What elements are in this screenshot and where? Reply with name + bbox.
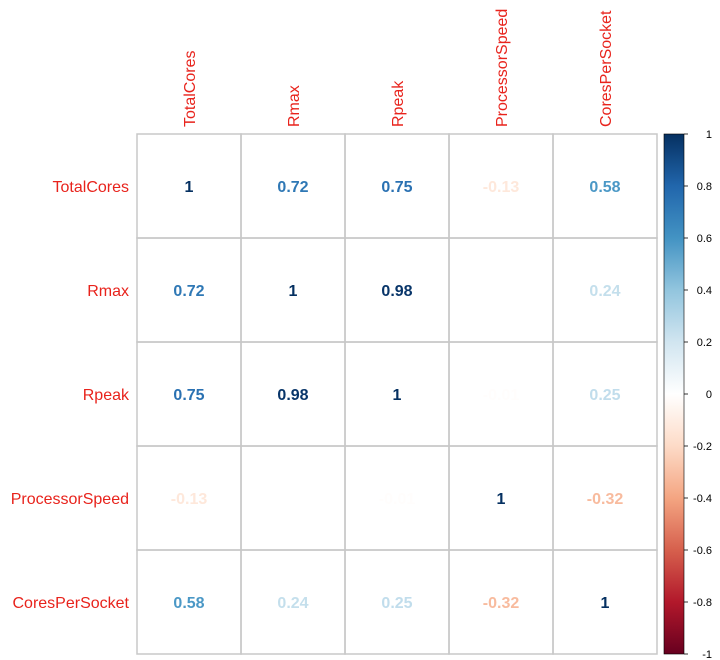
cell-value: 0.98 <box>381 283 412 300</box>
cell-value: -0.13 <box>483 179 520 196</box>
cell-value: -0.01 <box>379 491 416 508</box>
cell-value: 1 <box>289 283 298 300</box>
cell-value: 0.75 <box>173 387 204 404</box>
colorbar-tick-label: -1 <box>702 649 712 660</box>
cell-value: 0.25 <box>381 595 412 612</box>
cell-value: 0.58 <box>173 595 204 612</box>
colorbar-tick-label: 1 <box>706 129 712 141</box>
row-label: CoresPerSocket <box>13 595 130 612</box>
cell-value: 0.98 <box>277 387 308 404</box>
cell-value: 0.72 <box>173 283 204 300</box>
colorbar-tick-label: -0.4 <box>693 493 712 505</box>
cell-value: 0.75 <box>381 179 412 196</box>
colorbar-tick-label: -0.6 <box>693 545 712 557</box>
row-label: Rmax <box>87 283 129 300</box>
matrix-background <box>137 134 657 654</box>
cell-value: -0.01 <box>483 387 520 404</box>
colorbar-tick-label: 0.4 <box>697 285 712 297</box>
cell-value: 0.58 <box>589 179 620 196</box>
cell-value: 1 <box>185 179 194 196</box>
cell-value: -0.13 <box>171 491 208 508</box>
cell-value: 1 <box>601 595 610 612</box>
colorbar-tick-label: 0.8 <box>697 181 712 193</box>
column-label: TotalCores <box>182 51 199 127</box>
row-label: ProcessorSpeed <box>11 491 129 508</box>
colorbar-tick-label: 0.6 <box>697 233 712 245</box>
cell-value: 0.25 <box>589 387 620 404</box>
column-label: Rpeak <box>390 80 407 127</box>
row-label: Rpeak <box>83 387 130 404</box>
colorbar-tick-label: -0.8 <box>693 597 712 609</box>
cell-value: -0.32 <box>483 595 520 612</box>
cell-value: 0.72 <box>277 179 308 196</box>
column-label: ProcessorSpeed <box>494 9 511 127</box>
column-label: CoresPerSocket <box>598 10 615 127</box>
colorbar-tick-label: -0.2 <box>693 441 712 453</box>
cell-value: 0.24 <box>277 595 308 612</box>
cell-value: 1 <box>497 491 506 508</box>
matrix-cell <box>552 549 658 655</box>
cell-value: -0.32 <box>587 491 624 508</box>
row-label: TotalCores <box>53 179 129 196</box>
colorbar-tick-label: 0 <box>706 389 712 401</box>
colorbar <box>663 133 685 655</box>
cell-value: 1 <box>393 387 402 404</box>
colorbar-tick-label: 0.2 <box>697 337 712 349</box>
cell-value: 0.24 <box>589 283 620 300</box>
column-label: Rmax <box>286 85 303 127</box>
